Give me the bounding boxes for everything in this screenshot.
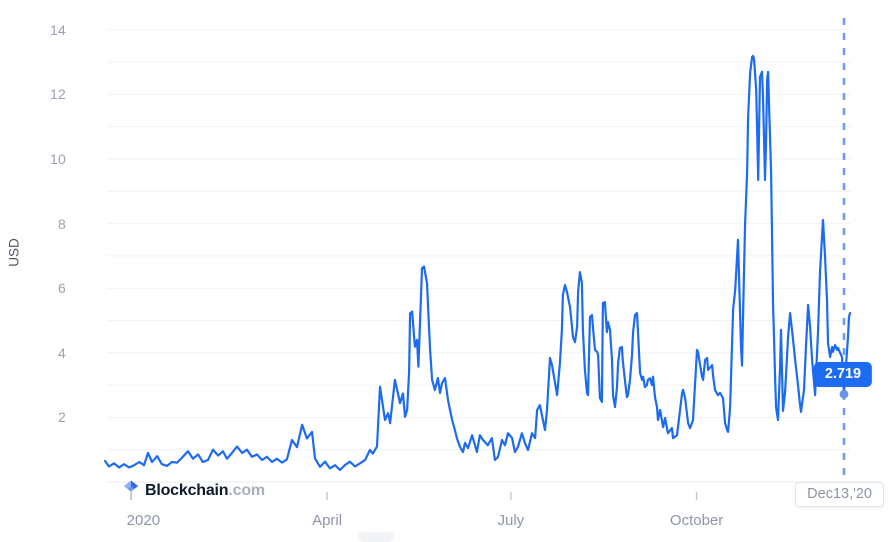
blockchain-com-logo[interactable]: Blockchain.com <box>123 479 265 503</box>
blockchain-diamond-icon <box>123 480 139 500</box>
x-axis-tick-label: 2020 <box>126 512 161 529</box>
y-axis-tick-label: 6 <box>58 280 66 297</box>
y-axis-tick-label: 8 <box>58 215 66 232</box>
y-axis-tick-label: 12 <box>50 86 66 103</box>
logo-brand-text: Blockchain <box>145 482 229 499</box>
value-tooltip: 2.719 <box>813 362 873 387</box>
y-axis-tick-label: 2 <box>58 409 66 426</box>
y-axis-tick-label: 14 <box>50 21 66 38</box>
cursor-dot <box>839 389 849 399</box>
cutoff-control-stub <box>358 532 394 542</box>
x-axis-tick-label: July <box>497 512 525 529</box>
data-line <box>103 54 852 472</box>
x-axis-tick-label: October <box>669 512 724 529</box>
x-axis-tick-label: April <box>312 512 343 529</box>
cursor-date-label: Dec13,'20 <box>795 482 884 507</box>
y-axis-title: USD <box>6 238 22 267</box>
y-axis-tick-label: 10 <box>50 151 66 167</box>
y-axis-tick-label: 4 <box>58 344 66 361</box>
logo-suffix-text: .com <box>228 482 265 499</box>
